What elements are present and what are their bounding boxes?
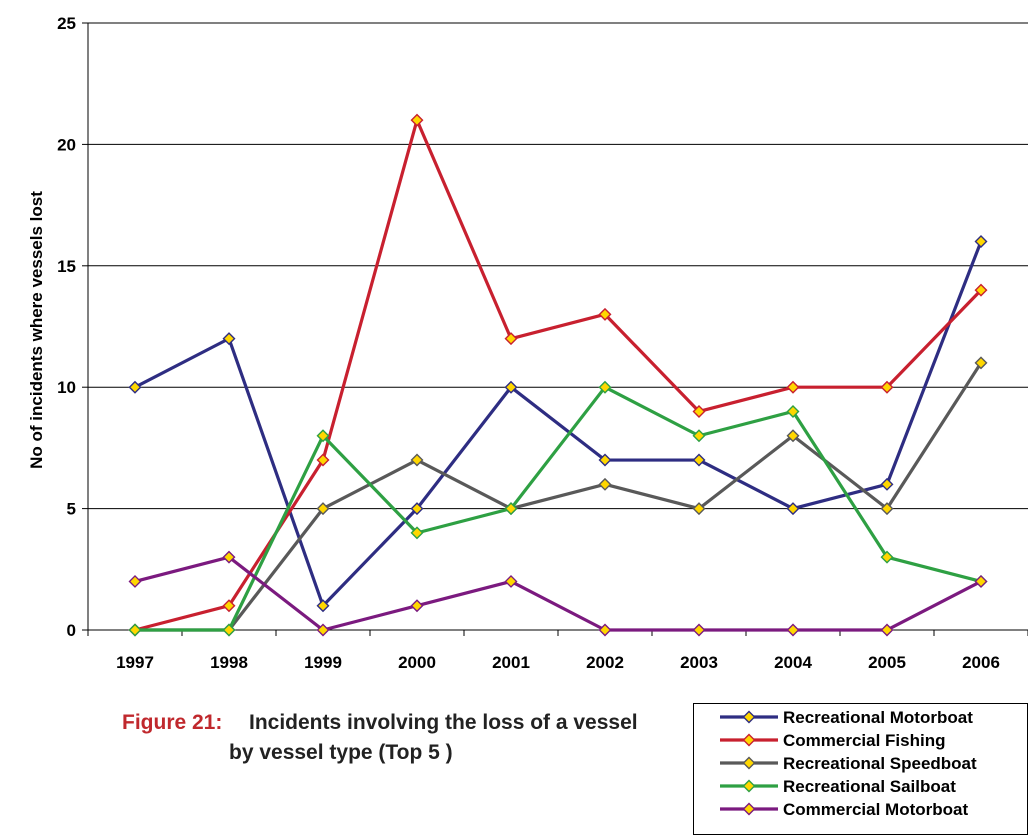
data-point (504, 574, 518, 588)
data-point (410, 502, 424, 516)
legend-label: Recreational Sailboat (783, 777, 956, 796)
data-point (974, 574, 988, 588)
series-4 (128, 550, 988, 637)
legend-label: Commercial Fishing (783, 731, 945, 750)
data-point (316, 502, 330, 516)
gridlines (88, 22, 1028, 510)
data-point (316, 623, 330, 637)
legend-marker (742, 756, 756, 770)
x-tick-label: 1998 (210, 653, 248, 672)
data-point (316, 599, 330, 613)
data-point (504, 502, 518, 516)
y-tick-label: 0 (67, 621, 76, 640)
data-point (692, 429, 706, 443)
legend-item: Commercial Fishing (720, 731, 945, 750)
x-tick-label: 2002 (586, 653, 624, 672)
series-line (134, 240, 983, 608)
data-point (598, 307, 612, 321)
data-point (598, 623, 612, 637)
data-point (128, 623, 142, 637)
x-tick-label: 2006 (962, 653, 1000, 672)
series-3 (128, 380, 988, 637)
data-point (974, 235, 988, 249)
figure-caption-line1: Incidents involving the loss of a vessel (249, 711, 638, 734)
axes (82, 22, 1028, 636)
legend-item: Recreational Sailboat (720, 777, 956, 796)
legend-marker (742, 733, 756, 747)
data-point (880, 502, 894, 516)
data-point (504, 380, 518, 394)
data-point (222, 623, 236, 637)
x-tick-label: 2001 (492, 653, 530, 672)
series-line (134, 555, 982, 632)
series-line (134, 118, 983, 632)
data-point (692, 404, 706, 418)
data-point (316, 429, 330, 443)
legend-label: Commercial Motorboat (783, 800, 968, 819)
y-tick-label: 10 (57, 378, 76, 397)
series-lines (128, 113, 988, 637)
x-tick-label: 2005 (868, 653, 906, 672)
data-point (974, 283, 988, 297)
series-line (135, 385, 982, 632)
series-2 (128, 356, 988, 637)
data-point (880, 477, 894, 491)
data-point (598, 453, 612, 467)
data-point (880, 380, 894, 394)
legend-marker (742, 802, 756, 816)
data-point (598, 380, 612, 394)
data-point (222, 550, 236, 564)
x-tick-label: 1997 (116, 653, 154, 672)
data-point (222, 599, 236, 613)
series-0 (128, 235, 988, 613)
data-point (880, 550, 894, 564)
data-point (692, 502, 706, 516)
data-point (786, 404, 800, 418)
legend-marker (742, 710, 756, 724)
data-point (880, 623, 894, 637)
x-tick-label: 2004 (774, 653, 812, 672)
figure-caption-line2: by vessel type (Top 5 ) (229, 741, 453, 764)
data-point (786, 380, 800, 394)
data-point (692, 623, 706, 637)
series-1 (128, 113, 988, 637)
legend-label: Recreational Speedboat (783, 754, 977, 773)
data-point (786, 623, 800, 637)
x-tick-labels: 1997 1998 1999 2000 2001 2002 2003 2004 2005 2006 (116, 653, 1000, 672)
figure-label: Figure 21: (122, 711, 223, 734)
x-tick-label: 2003 (680, 653, 718, 672)
data-point (786, 502, 800, 516)
series-line (135, 362, 983, 632)
data-point (410, 113, 424, 127)
data-point (410, 599, 424, 613)
data-point (316, 453, 330, 467)
data-point (504, 332, 518, 346)
data-point (128, 574, 142, 588)
data-point (692, 453, 706, 467)
data-point (786, 429, 800, 443)
x-tick-label: 2000 (398, 653, 436, 672)
y-tick-label: 15 (57, 257, 76, 276)
y-axis-label: No of incidents where vessels lost (27, 191, 46, 469)
legend-item: Recreational Motorboat (720, 708, 973, 727)
data-point (598, 477, 612, 491)
y-tick-labels: 0 5 10 15 20 25 (57, 14, 76, 640)
data-point (974, 356, 988, 370)
legend-label: Recreational Motorboat (783, 708, 973, 727)
x-tick-label: 1999 (304, 653, 342, 672)
legend-marker (742, 779, 756, 793)
legend-item: Commercial Motorboat (720, 800, 968, 819)
y-tick-label: 25 (57, 14, 76, 33)
data-point (410, 526, 424, 540)
data-point (128, 380, 142, 394)
data-point (410, 453, 424, 467)
y-tick-label: 5 (67, 500, 76, 519)
data-point (222, 332, 236, 346)
legend-item: Recreational Speedboat (720, 754, 977, 773)
y-tick-label: 20 (57, 135, 76, 154)
legend: Recreational Motorboat Commercial Fishing… (693, 703, 1028, 835)
